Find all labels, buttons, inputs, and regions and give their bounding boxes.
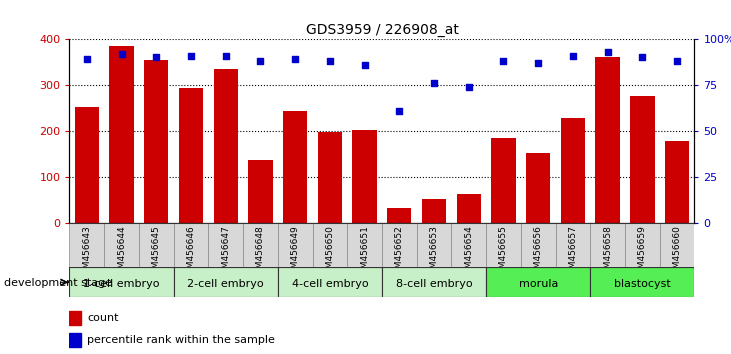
- Bar: [139, 223, 173, 267]
- Text: development stage: development stage: [4, 278, 112, 288]
- Bar: [491, 138, 515, 223]
- Bar: [75, 107, 99, 223]
- Point: [671, 58, 683, 64]
- Bar: [283, 111, 307, 223]
- Point: [463, 84, 474, 90]
- Bar: [318, 132, 342, 223]
- Bar: [422, 199, 446, 223]
- Bar: [457, 194, 481, 223]
- Bar: [417, 223, 451, 267]
- Bar: [556, 223, 590, 267]
- Bar: [561, 118, 585, 223]
- Bar: [105, 223, 139, 267]
- Text: GSM456659: GSM456659: [638, 225, 647, 280]
- Bar: [69, 333, 80, 347]
- Text: GSM456649: GSM456649: [291, 225, 300, 280]
- Bar: [382, 267, 486, 297]
- Bar: [278, 267, 382, 297]
- Bar: [249, 160, 273, 223]
- Text: GSM456646: GSM456646: [186, 225, 195, 280]
- Text: 8-cell embryo: 8-cell embryo: [395, 279, 472, 289]
- Text: 4-cell embryo: 4-cell embryo: [292, 279, 368, 289]
- Text: GSM456652: GSM456652: [395, 225, 404, 280]
- Text: GSM456651: GSM456651: [360, 225, 369, 280]
- Text: morula: morula: [518, 279, 558, 289]
- Text: GSM456655: GSM456655: [499, 225, 508, 280]
- Bar: [173, 223, 208, 267]
- Bar: [69, 223, 104, 267]
- Point: [254, 58, 266, 64]
- Point: [289, 56, 301, 62]
- Bar: [486, 223, 520, 267]
- Bar: [352, 130, 376, 223]
- Bar: [387, 208, 412, 223]
- Text: GSM456645: GSM456645: [152, 225, 161, 280]
- Bar: [179, 88, 203, 223]
- Point: [602, 49, 613, 55]
- Bar: [625, 223, 659, 267]
- Point: [393, 108, 405, 114]
- Bar: [110, 46, 134, 223]
- Bar: [596, 57, 620, 223]
- Bar: [630, 96, 654, 223]
- Text: blastocyst: blastocyst: [614, 279, 671, 289]
- Bar: [243, 223, 278, 267]
- Point: [359, 62, 371, 68]
- Text: 2-cell embryo: 2-cell embryo: [187, 279, 264, 289]
- Text: GSM456643: GSM456643: [83, 225, 91, 280]
- Point: [151, 55, 162, 60]
- Point: [428, 80, 440, 86]
- Point: [637, 55, 648, 60]
- Bar: [213, 69, 238, 223]
- Bar: [69, 267, 173, 297]
- Text: GSM456657: GSM456657: [569, 225, 577, 280]
- Text: GSM456653: GSM456653: [430, 225, 439, 280]
- Text: GSM456648: GSM456648: [256, 225, 265, 280]
- Bar: [486, 267, 590, 297]
- Point: [532, 60, 544, 66]
- Bar: [526, 153, 550, 223]
- Text: count: count: [87, 313, 118, 323]
- Point: [567, 53, 579, 58]
- Text: GSM456660: GSM456660: [673, 225, 681, 280]
- Text: GSM456656: GSM456656: [534, 225, 542, 280]
- Bar: [347, 223, 382, 267]
- Bar: [659, 223, 694, 267]
- Bar: [278, 223, 312, 267]
- Point: [220, 53, 232, 58]
- Bar: [173, 267, 278, 297]
- Text: GSM456654: GSM456654: [464, 225, 473, 280]
- Title: GDS3959 / 226908_at: GDS3959 / 226908_at: [306, 23, 458, 36]
- Bar: [208, 223, 243, 267]
- Bar: [590, 223, 625, 267]
- Point: [115, 51, 127, 57]
- Text: GSM456644: GSM456644: [117, 225, 126, 280]
- Text: percentile rank within the sample: percentile rank within the sample: [87, 335, 275, 345]
- Point: [324, 58, 336, 64]
- Bar: [382, 223, 417, 267]
- Text: GSM456658: GSM456658: [603, 225, 612, 280]
- Point: [81, 56, 93, 62]
- Bar: [144, 59, 168, 223]
- Bar: [69, 312, 80, 325]
- Point: [185, 53, 197, 58]
- Bar: [590, 267, 694, 297]
- Bar: [451, 223, 486, 267]
- Text: GSM456647: GSM456647: [221, 225, 230, 280]
- Bar: [312, 223, 347, 267]
- Bar: [520, 223, 556, 267]
- Text: 1-cell embryo: 1-cell embryo: [83, 279, 160, 289]
- Bar: [665, 141, 689, 223]
- Text: GSM456650: GSM456650: [325, 225, 334, 280]
- Point: [498, 58, 510, 64]
